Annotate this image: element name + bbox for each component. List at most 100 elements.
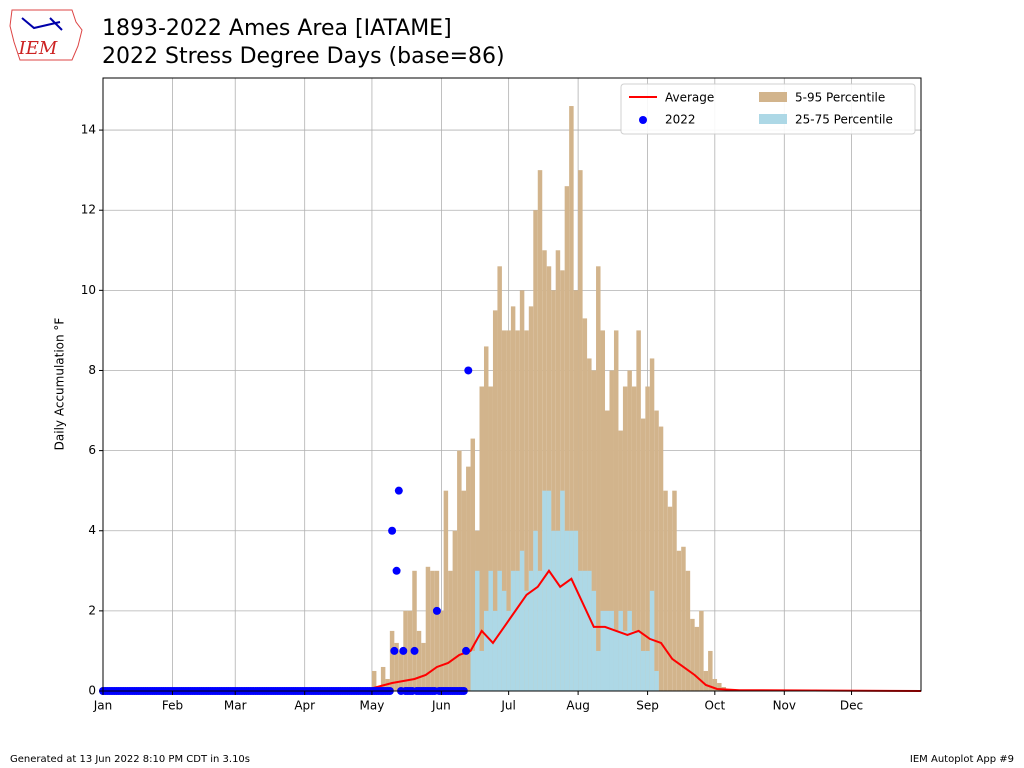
bar xyxy=(533,530,538,691)
bar xyxy=(524,330,529,691)
bar xyxy=(685,570,691,691)
bar xyxy=(457,450,462,691)
bar xyxy=(515,570,520,691)
plot-frame xyxy=(102,77,922,692)
y-tick-label: 4 xyxy=(88,523,96,537)
bar xyxy=(546,266,552,691)
bar xyxy=(618,430,623,691)
bar xyxy=(483,346,489,691)
bar xyxy=(542,490,547,691)
bar xyxy=(618,610,623,691)
bar xyxy=(605,410,610,691)
bar xyxy=(717,682,722,691)
x-tick-label: Jun xyxy=(431,699,451,713)
bar xyxy=(560,270,565,691)
bar xyxy=(492,310,498,691)
bar xyxy=(681,546,686,691)
y-tick-label: 14 xyxy=(81,123,96,137)
bar xyxy=(515,330,520,691)
bar xyxy=(654,410,659,691)
bar xyxy=(564,186,570,692)
bar xyxy=(483,610,489,691)
bar xyxy=(394,642,399,691)
bar xyxy=(488,386,493,691)
bar xyxy=(587,358,592,691)
bar xyxy=(609,370,614,691)
footer-right: IEM Autoplot App #9 xyxy=(910,754,1014,765)
point xyxy=(394,486,403,495)
bar xyxy=(613,330,619,691)
bar xyxy=(605,610,610,691)
bar xyxy=(452,530,458,691)
bar xyxy=(622,386,628,691)
legend-label: 5-95 Percentile xyxy=(795,91,885,105)
bar xyxy=(645,650,650,691)
bar xyxy=(546,490,552,691)
y-tick-label: 8 xyxy=(88,363,96,377)
point xyxy=(388,526,397,535)
bar xyxy=(600,330,606,691)
bar xyxy=(582,570,588,691)
bar xyxy=(560,490,565,691)
chart-subtitle: 2022 Stress Degree Days (base=86) xyxy=(102,44,505,69)
legend-swatch xyxy=(759,114,787,124)
bar xyxy=(555,530,561,691)
logo: IEM xyxy=(9,9,83,61)
bar xyxy=(578,170,583,691)
bar xyxy=(609,610,614,691)
bar xyxy=(461,490,467,691)
bar xyxy=(488,570,493,691)
bar xyxy=(569,530,574,691)
chart-title: 1893-2022 Ames Area [IATAME] xyxy=(102,16,452,41)
bar xyxy=(412,570,417,691)
bar xyxy=(479,650,484,691)
bar xyxy=(519,550,525,691)
bar xyxy=(640,650,646,691)
bar xyxy=(636,330,641,691)
average-line xyxy=(103,569,922,692)
bar xyxy=(497,570,502,691)
bar xyxy=(537,570,543,691)
bar xyxy=(591,590,597,691)
legend-box xyxy=(620,83,916,135)
bar xyxy=(448,570,453,691)
bar xyxy=(654,670,659,691)
x-tick-label: Oct xyxy=(704,699,725,713)
bar xyxy=(542,250,547,691)
legend-label: 2022 xyxy=(665,113,696,127)
legend-label: 25-75 Percentile xyxy=(795,113,893,127)
x-tick-label: May xyxy=(360,699,385,713)
bar xyxy=(551,530,556,691)
point xyxy=(464,366,473,375)
bar xyxy=(649,590,655,691)
bar xyxy=(466,466,471,691)
bar xyxy=(636,630,641,691)
bar xyxy=(528,570,534,691)
bar xyxy=(627,370,632,691)
bar xyxy=(551,290,556,691)
bar xyxy=(694,626,700,691)
point xyxy=(462,646,471,655)
bar xyxy=(506,610,511,691)
bar xyxy=(667,506,673,691)
bar xyxy=(631,630,637,691)
bar xyxy=(434,570,440,691)
bar xyxy=(497,266,502,691)
bar xyxy=(712,678,718,691)
bar xyxy=(510,306,516,691)
bar xyxy=(528,306,534,691)
bar xyxy=(475,570,480,691)
bar xyxy=(470,650,476,691)
bar xyxy=(389,630,395,691)
bar xyxy=(582,318,588,691)
bar xyxy=(622,630,628,691)
logo-text: IEM xyxy=(18,38,58,59)
bar xyxy=(398,650,404,691)
bar xyxy=(573,530,579,691)
bar xyxy=(519,290,525,691)
point xyxy=(410,646,419,655)
x-tick-label: Feb xyxy=(162,699,183,713)
bar xyxy=(555,250,561,691)
point xyxy=(432,606,441,615)
